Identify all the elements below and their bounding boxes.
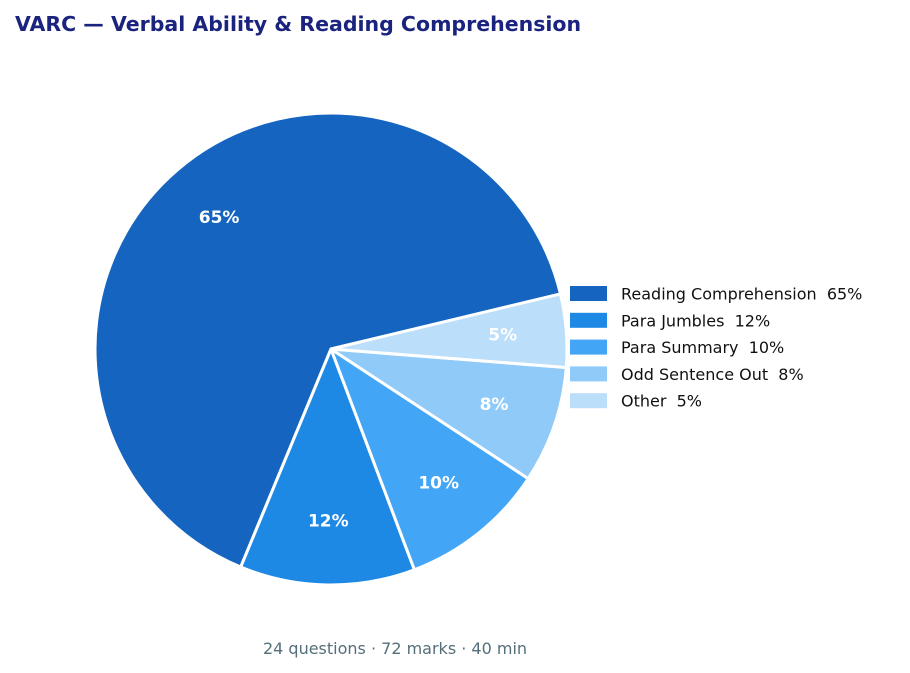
- legend-swatch-odd-sentence-out: [570, 366, 607, 382]
- legend-item-reading-comprehension: Reading Comprehension 65%: [570, 285, 862, 304]
- chart-footer: 24 questions · 72 marks · 40 min: [262, 639, 528, 658]
- chart-title: VARC — Verbal Ability & Reading Comprehe…: [15, 12, 582, 36]
- legend-label-odd-sentence-out: Odd Sentence Out 8%: [621, 365, 804, 384]
- legend: Reading Comprehension 65% Para Jumbles 12…: [570, 285, 862, 411]
- legend-swatch-reading-comprehension: [570, 286, 607, 301]
- pie-slice-para-jumbles: [239, 347, 416, 587]
- slice-labels: 65% 12% 10% 8% 5%: [199, 208, 517, 531]
- legend-label-other: Other 5%: [621, 392, 702, 411]
- legend-swatch-other: [570, 393, 607, 409]
- legend-item-odd-sentence-out: Odd Sentence Out 8%: [570, 365, 804, 384]
- pie-slices: [93, 111, 569, 587]
- legend-swatch-para-jumbles: [570, 312, 607, 328]
- pie-slice-para-summary: [329, 347, 530, 572]
- legend-swatch-para-summary: [570, 339, 607, 355]
- legend-item-para-summary: Para Summary 10%: [570, 338, 784, 357]
- legend-label-para-summary: Para Summary 10%: [621, 338, 784, 357]
- pie-slice-odd-sentence-out: [329, 347, 568, 481]
- slice-label-reading-comprehension: 65%: [199, 208, 240, 228]
- slice-label-para-jumbles: 12%: [308, 511, 349, 531]
- legend-item-other: Other 5%: [570, 392, 702, 411]
- slice-label-other: 5%: [488, 326, 517, 346]
- pie-slice-other: [329, 292, 569, 370]
- legend-label-para-jumbles: Para Jumbles 12%: [621, 311, 770, 330]
- slice-label-odd-sentence-out: 8%: [480, 395, 509, 415]
- pie-slice-reading-comprehension: [93, 111, 562, 569]
- legend-item-para-jumbles: Para Jumbles 12%: [570, 311, 770, 330]
- slice-label-para-summary: 10%: [418, 474, 459, 494]
- legend-label-reading-comprehension: Reading Comprehension 65%: [621, 285, 862, 304]
